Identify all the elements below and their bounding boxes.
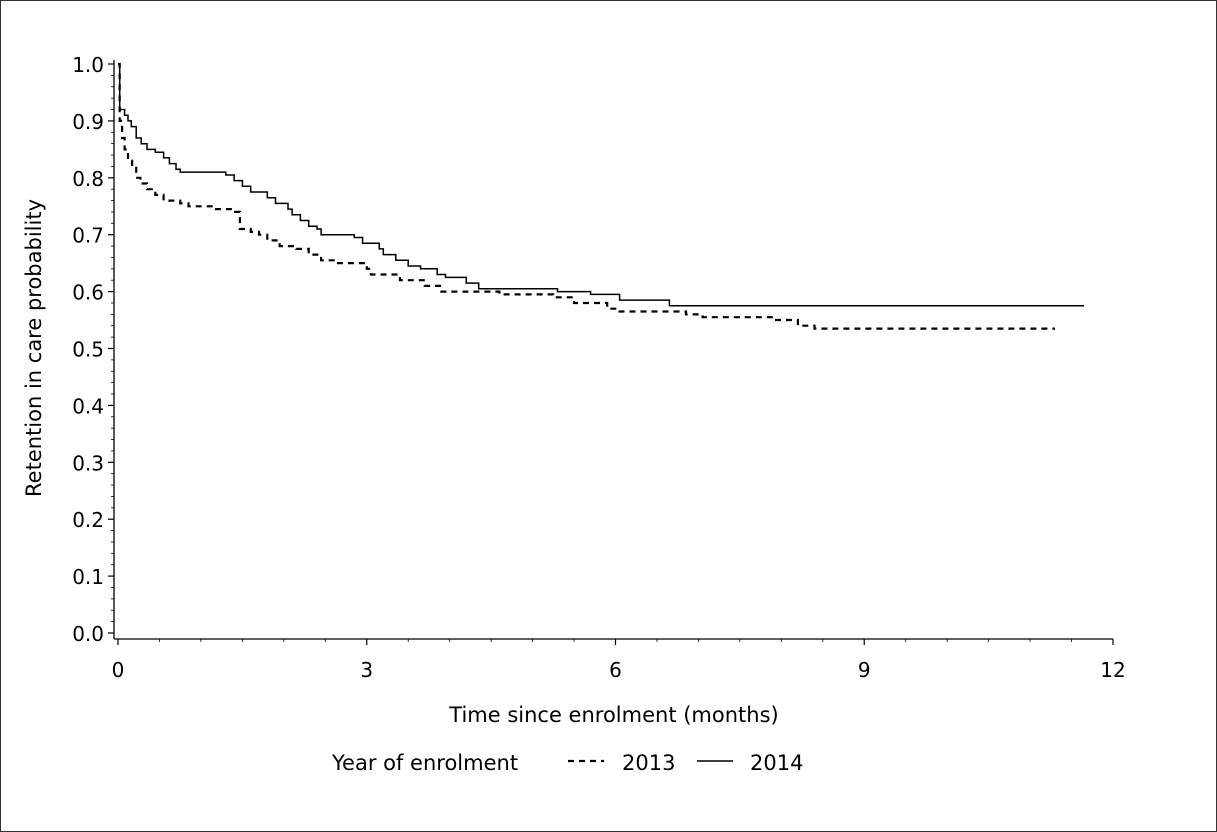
series-line-2013 (118, 62, 1055, 330)
legend-title: Year of enrolment (331, 751, 518, 775)
y-tick-label: 1.0 (72, 53, 104, 77)
y-tick-label: 0.2 (72, 508, 104, 532)
y-tick-label: 0.9 (72, 110, 104, 134)
x-tick-label: 0 (112, 658, 125, 682)
series-line-2014 (118, 63, 1084, 307)
x-tick-label: 3 (360, 658, 373, 682)
y-axis-title: Retention in care probability (22, 199, 46, 497)
x-tick-label: 6 (609, 658, 622, 682)
y-tick-label: 0.4 (72, 394, 104, 418)
y-tick-label: 0.1 (72, 565, 104, 589)
y-tick-label: 0.5 (72, 338, 104, 362)
x-axis-title: Time since enrolment (months) (448, 703, 778, 727)
series-layer (118, 62, 1084, 330)
y-tick-label: 0.6 (72, 281, 104, 305)
legend: Year of enrolment 2013 2014 (331, 751, 803, 775)
y-tick-label: 0.0 (72, 622, 104, 646)
y-tick-label: 0.7 (72, 224, 104, 248)
x-tick-label: 12 (1100, 658, 1125, 682)
y-tick-label: 0.8 (72, 167, 104, 191)
y-tick-label: 0.3 (72, 451, 104, 475)
x-tick-label: 9 (858, 658, 871, 682)
axes: 0.0 0.1 0.2 0.3 0.4 0.5 0.6 0.7 0.8 0.9 1.0 0 3 6 9 12 (72, 53, 1126, 682)
legend-label-2014: 2014 (750, 751, 803, 775)
legend-label-2013: 2013 (622, 751, 675, 775)
